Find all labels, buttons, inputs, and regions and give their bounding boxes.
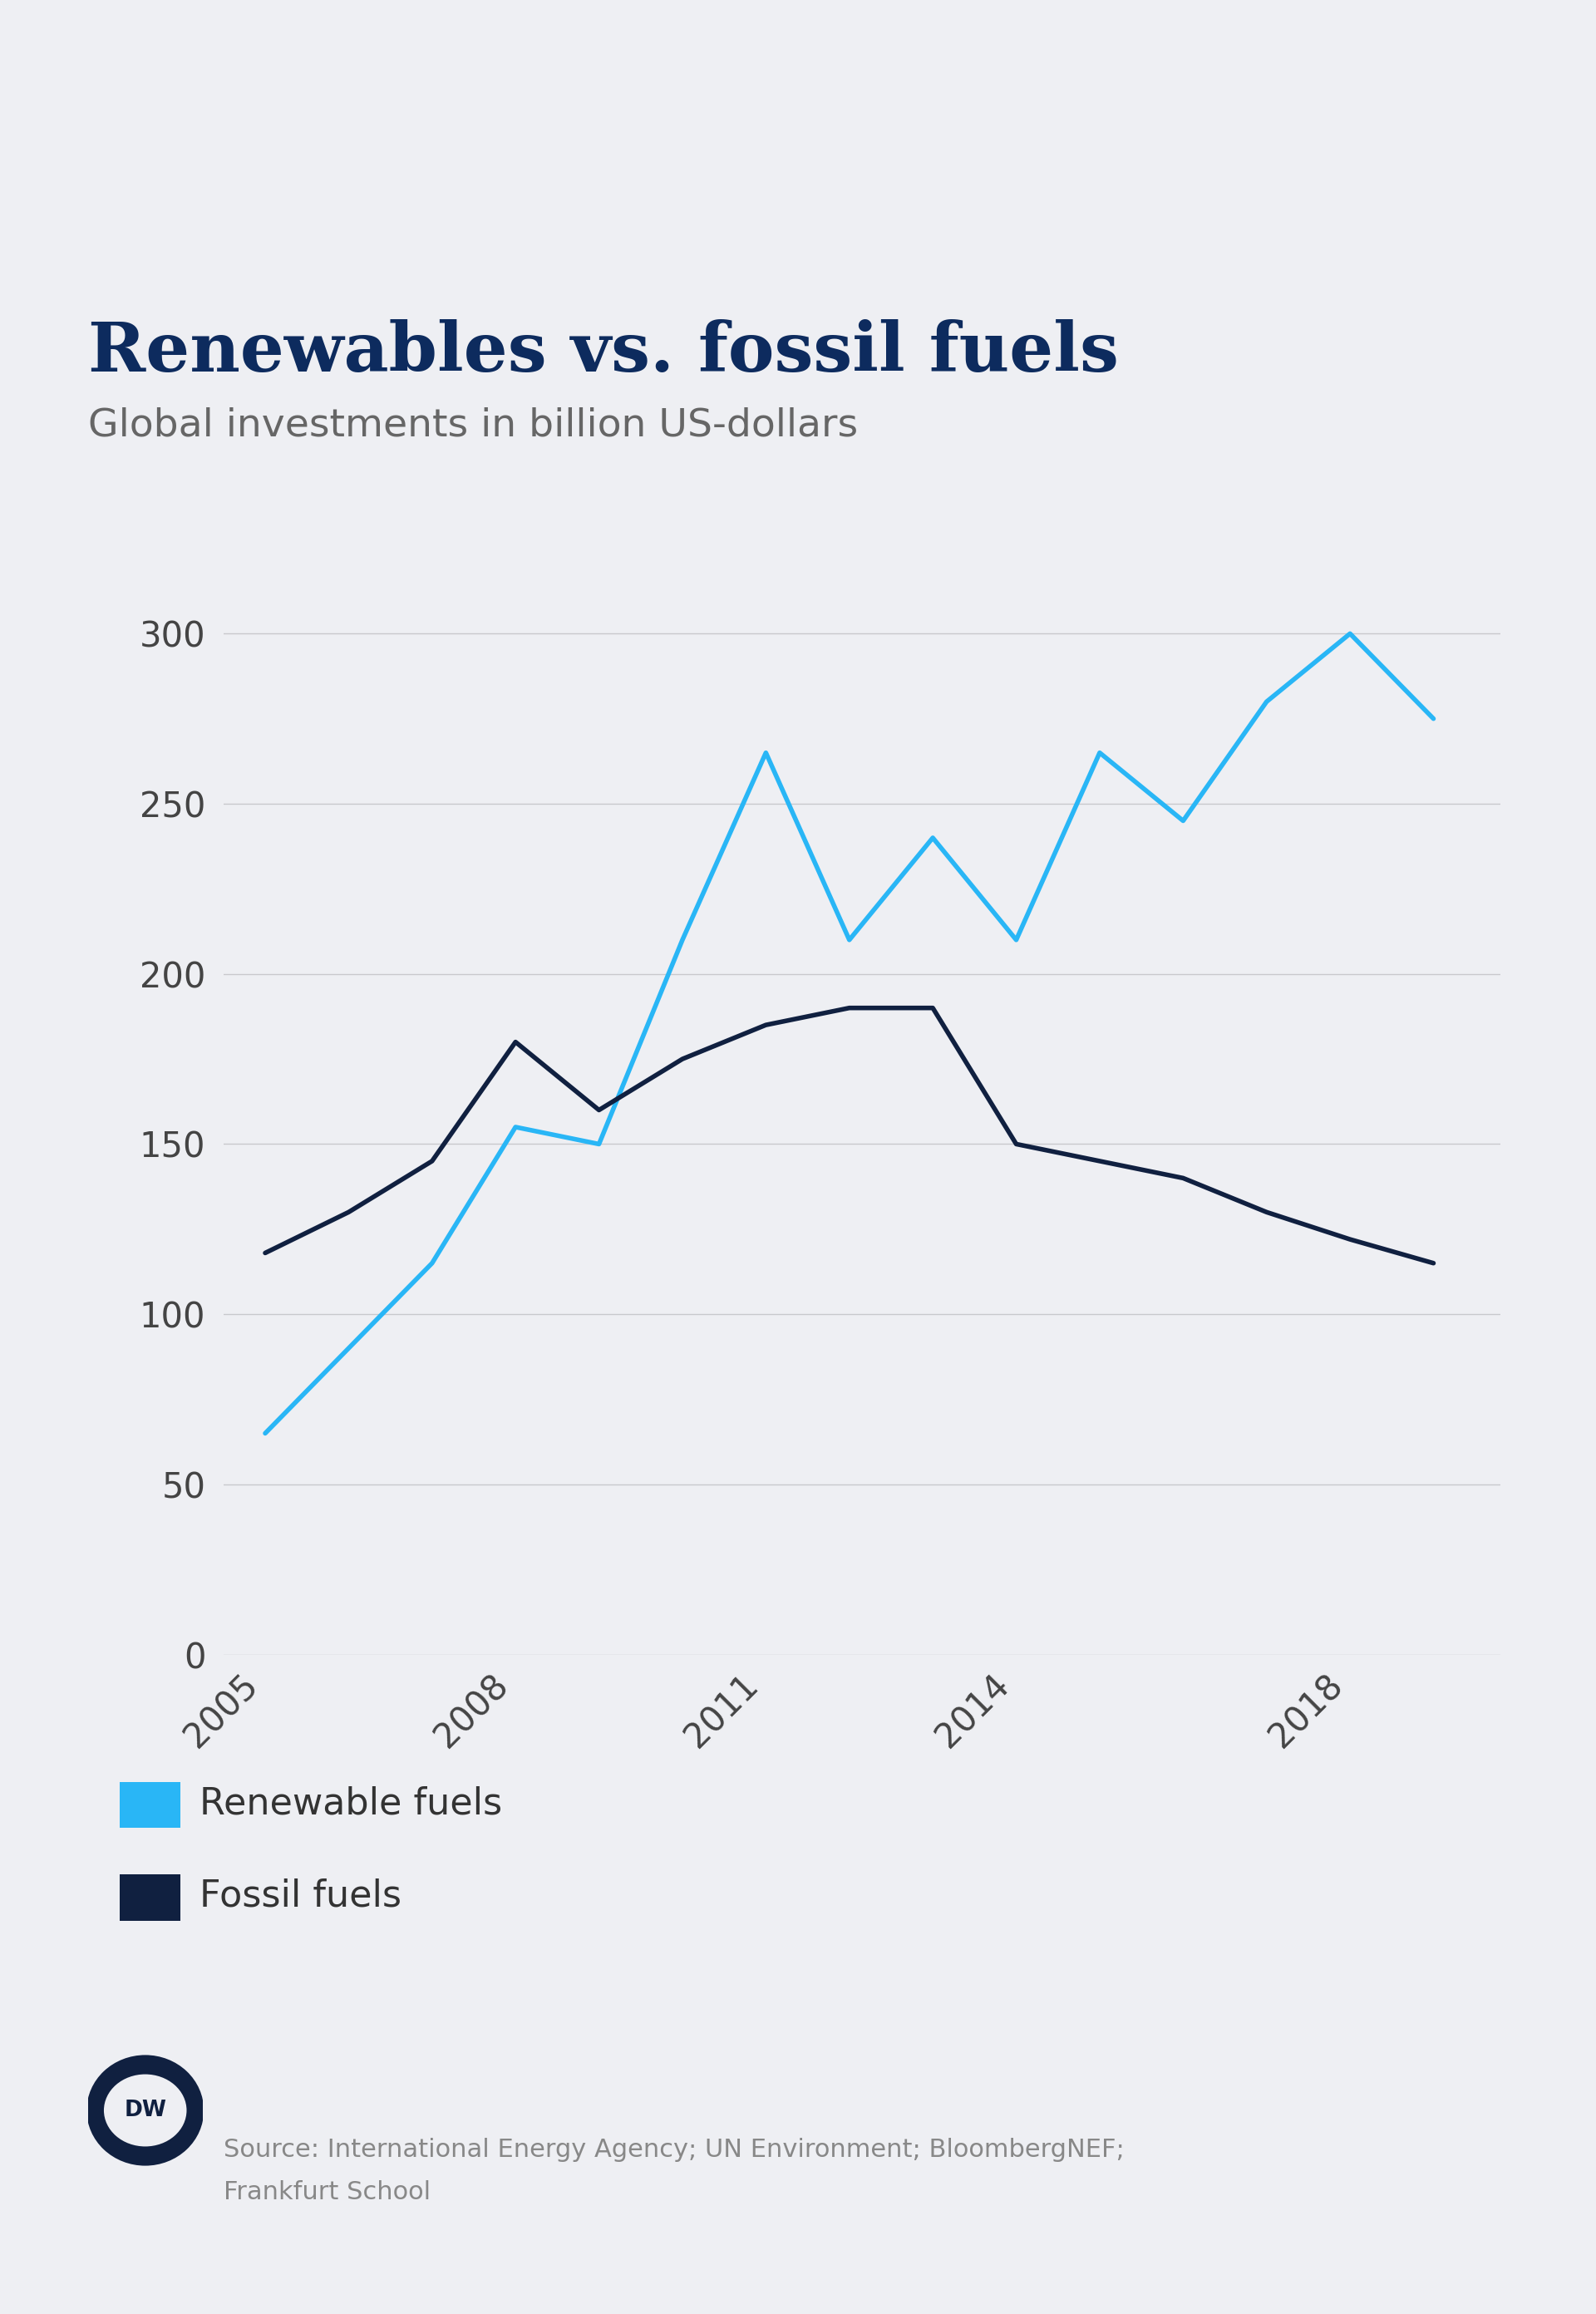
Text: Renewables vs. fossil fuels: Renewables vs. fossil fuels <box>88 319 1119 386</box>
Text: Renewable fuels: Renewable fuels <box>200 1786 503 1821</box>
Text: Fossil fuels: Fossil fuels <box>200 1879 402 1914</box>
Text: DW: DW <box>124 2099 166 2122</box>
Text: Global investments in billion US-dollars: Global investments in billion US-dollars <box>88 407 857 444</box>
Ellipse shape <box>104 2073 187 2147</box>
Text: Frankfurt School: Frankfurt School <box>223 2180 431 2203</box>
Text: Source: International Energy Agency; UN Environment; BloombergNEF;: Source: International Energy Agency; UN … <box>223 2138 1124 2161</box>
Ellipse shape <box>86 2055 204 2166</box>
